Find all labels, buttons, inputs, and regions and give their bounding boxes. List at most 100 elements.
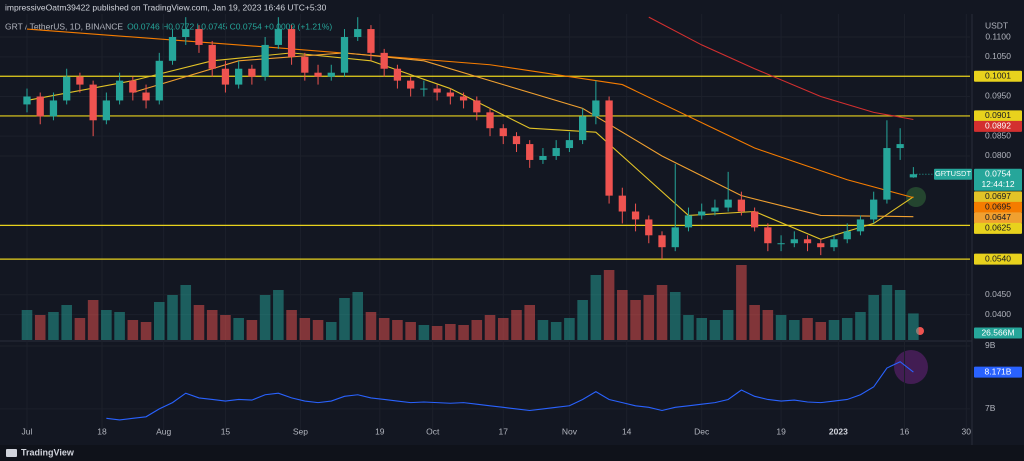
candle-body — [777, 243, 785, 245]
candle-body — [89, 84, 97, 121]
candle-body — [870, 199, 878, 220]
volume-bar — [365, 312, 377, 340]
volume-bar — [789, 320, 800, 340]
ma-label: 0.0892 — [985, 121, 1011, 131]
volume-bar — [273, 290, 284, 340]
x-tick-label: 19 — [776, 426, 786, 436]
volume-bar — [418, 325, 430, 340]
candle-body — [314, 72, 322, 77]
level-label: 0.0625 — [985, 223, 1011, 233]
candle-body — [671, 227, 679, 248]
candle-body — [645, 219, 653, 236]
volume-bar — [855, 312, 866, 340]
ohlc-legend: O0.0746 H0.0772 L0.0745 C0.0754 +0.0009 … — [127, 21, 332, 31]
volume-bar — [868, 295, 879, 340]
candle-body — [129, 80, 137, 93]
volume-bar — [193, 305, 205, 340]
moving-average — [26, 52, 914, 240]
volume-bar — [669, 292, 681, 340]
volume-bar — [61, 305, 72, 340]
candle-body — [63, 76, 71, 101]
volume-bar — [233, 318, 244, 340]
candle-body — [803, 239, 812, 244]
candle-body — [301, 56, 309, 73]
x-tick-label: Sep — [293, 426, 308, 436]
candle-body — [486, 112, 494, 129]
candle-body — [552, 148, 560, 156]
candle-body — [36, 96, 44, 117]
indicator-label-box — [974, 366, 1022, 378]
candle-body — [565, 140, 574, 149]
x-tick-label: 19 — [375, 426, 385, 436]
candle-body — [817, 243, 825, 248]
volume-bar — [564, 318, 575, 340]
ma-label-box — [974, 201, 1022, 213]
ma-label-box — [974, 212, 1022, 224]
x-tick-label: Aug — [156, 426, 171, 436]
candle-body — [764, 227, 772, 244]
x-tick-label: Jul — [22, 426, 33, 436]
candle-body — [248, 68, 256, 77]
volume-bar — [749, 305, 760, 340]
volume-bar — [550, 322, 562, 340]
volume-bar — [537, 320, 549, 340]
volume-bar — [590, 275, 602, 340]
volume-bar — [696, 318, 707, 340]
x-tick-label: 30 — [962, 426, 972, 436]
candle-body — [433, 88, 441, 93]
volume-bar — [180, 285, 192, 340]
volume-bar — [458, 325, 469, 340]
candle-body — [909, 174, 918, 178]
volume-bar — [339, 298, 350, 340]
volume-bar — [445, 324, 456, 340]
last-price: 0.0754 — [985, 168, 1011, 178]
candle-body — [274, 29, 282, 45]
candle-body — [473, 100, 481, 113]
volume-bar — [894, 290, 906, 340]
countdown: 12:44:12 — [981, 179, 1014, 189]
ma-label: 0.0695 — [985, 202, 1011, 212]
candle-body — [896, 144, 904, 149]
volume-bar — [617, 290, 628, 340]
candle-body — [724, 199, 732, 208]
ma-label: 0.0647 — [985, 212, 1011, 222]
volume-bar — [405, 322, 416, 340]
y-tick-label: 0.1050 — [985, 51, 1011, 61]
volume-bar — [815, 322, 827, 340]
x-tick-label: Oct — [426, 426, 440, 436]
candle-body — [168, 37, 177, 61]
candle-body — [354, 29, 362, 38]
ma-label-box — [974, 120, 1022, 132]
volume-bar — [140, 322, 152, 340]
volume-bar — [153, 302, 165, 340]
candle-body — [658, 235, 666, 248]
volume-bar — [74, 318, 86, 340]
y-tick-label: 0.0850 — [985, 130, 1011, 140]
brand-logo — [6, 449, 17, 457]
volume-bar — [511, 310, 522, 340]
candle-body — [221, 68, 230, 85]
candle-body — [407, 80, 415, 89]
moving-average — [648, 16, 914, 121]
candle-body — [23, 96, 31, 105]
candle-body — [49, 100, 58, 117]
y-tick-label: 0.0400 — [985, 309, 1011, 319]
volume-bar — [325, 322, 337, 340]
last-price-box — [974, 168, 1022, 191]
indicator-line — [106, 361, 914, 421]
volume-bar — [378, 318, 390, 340]
volume-bar — [775, 315, 787, 340]
volume-bar — [643, 295, 655, 340]
candle-body — [155, 60, 163, 101]
volume-bar — [802, 318, 813, 340]
candle-body — [393, 68, 402, 81]
level-label: 0.0901 — [985, 110, 1011, 120]
candle-body — [856, 219, 865, 232]
x-tick-label: 2023 — [829, 426, 848, 436]
candle-body — [499, 128, 507, 137]
volume-bar — [34, 315, 46, 340]
x-tick-label: 15 — [221, 426, 231, 436]
footer-bar — [0, 445, 1024, 461]
